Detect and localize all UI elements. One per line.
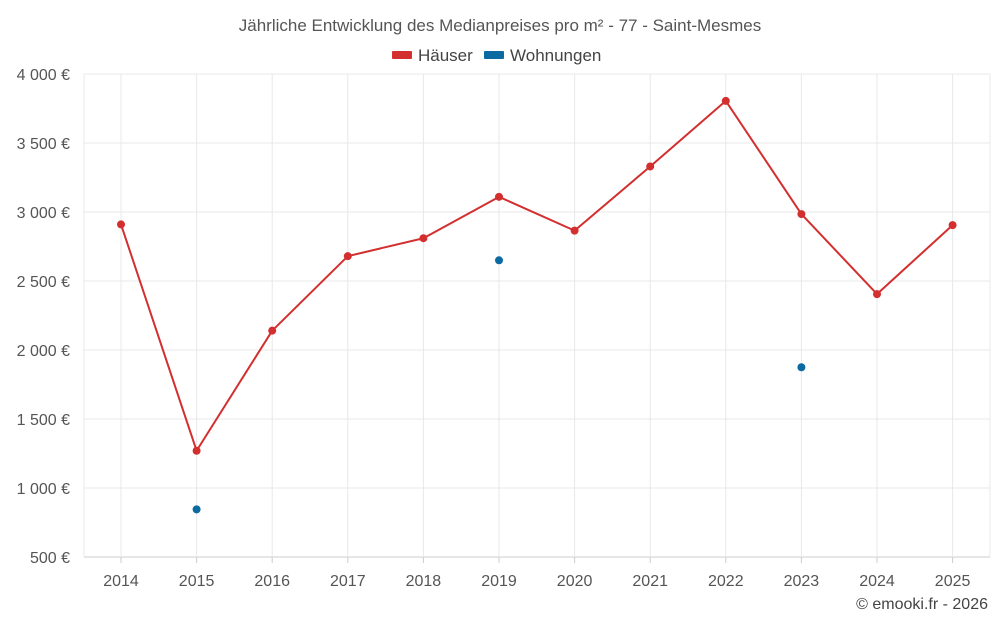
series-line-segment-haeuser xyxy=(498,195,576,232)
credit-text: © emooki.fr - 2026 xyxy=(856,596,988,613)
x-tick-label: 2021 xyxy=(632,573,668,590)
legend-swatch-haeuser xyxy=(392,51,412,59)
data-point-haeuser-2019[interactable] xyxy=(495,192,503,201)
x-tick-label: 2016 xyxy=(254,573,290,590)
data-point-haeuser-2020[interactable] xyxy=(570,226,579,235)
x-tick-label: 2014 xyxy=(103,573,139,590)
series-line-segment-haeuser xyxy=(649,99,727,168)
series-line-segment-haeuser xyxy=(800,213,878,296)
data-point-haeuser-2025[interactable] xyxy=(948,221,957,230)
x-axis: 2014 2015 2016 2017 2018 2019 2020 2021 2022 2023… xyxy=(103,557,970,590)
data-point-haeuser-2017[interactable] xyxy=(343,252,352,261)
x-tick-label: 2025 xyxy=(935,573,971,590)
data-point-haeuser-2021[interactable] xyxy=(646,162,655,171)
data-point-wohnungen-2019[interactable] xyxy=(495,256,503,265)
chart-title: Jährliche Entwicklung des Medianpreises … xyxy=(239,16,761,35)
data-point-haeuser-2014[interactable] xyxy=(117,220,125,229)
legend: Häuser Wohnungen xyxy=(392,46,601,65)
x-tick-label: 2015 xyxy=(179,573,215,590)
data-point-haeuser-2018[interactable] xyxy=(419,234,428,243)
data-point-wohnungen-2015[interactable] xyxy=(192,505,201,514)
data-point-haeuser-2023[interactable] xyxy=(797,210,806,219)
grid xyxy=(83,73,991,558)
y-tick-label: 3 000 € xyxy=(17,205,70,222)
x-tick-label: 2022 xyxy=(708,573,744,590)
y-tick-label: 500 € xyxy=(30,550,70,567)
x-tick-label: 2017 xyxy=(330,573,366,590)
data-point-haeuser-2016[interactable] xyxy=(268,326,277,335)
plot-area xyxy=(117,96,957,514)
series-line-segment-haeuser xyxy=(724,99,803,216)
series-line-segment-haeuser xyxy=(422,195,500,240)
series-line-segment-haeuser xyxy=(573,165,652,232)
data-point-haeuser-2022[interactable] xyxy=(721,96,730,105)
series-line-segment-haeuser xyxy=(271,255,349,332)
legend-item-haeuser[interactable]: Häuser xyxy=(392,46,473,65)
series-line-segment-haeuser xyxy=(195,329,274,452)
series-line-segment-haeuser xyxy=(876,224,954,296)
x-tick-label: 2024 xyxy=(859,573,895,590)
legend-label-haeuser: Häuser xyxy=(418,46,473,65)
y-tick-label: 2 500 € xyxy=(17,274,70,291)
y-tick-label: 2 000 € xyxy=(17,343,70,360)
y-tick-label: 1 000 € xyxy=(17,481,70,498)
data-point-haeuser-2024[interactable] xyxy=(873,290,881,299)
series-line-segment-haeuser xyxy=(346,237,425,258)
legend-swatch-wohnungen xyxy=(484,51,504,59)
series-line-segment-haeuser xyxy=(120,223,198,452)
y-axis: 500 € 1 000 € 1 500 € 2 000 € 2 500 € 3 000 €… xyxy=(17,67,70,567)
legend-item-wohnungen[interactable]: Wohnungen xyxy=(484,46,601,65)
x-tick-label: 2018 xyxy=(406,573,442,590)
x-tick-label: 2020 xyxy=(557,573,593,590)
y-tick-label: 3 500 € xyxy=(17,136,70,153)
x-tick-label: 2023 xyxy=(784,573,820,590)
y-tick-label: 4 000 € xyxy=(17,67,70,84)
y-tick-label: 1 500 € xyxy=(17,412,70,429)
data-point-wohnungen-2023[interactable] xyxy=(797,363,806,372)
legend-label-wohnungen: Wohnungen xyxy=(510,46,601,65)
x-tick-label: 2019 xyxy=(481,573,517,590)
data-point-haeuser-2015[interactable] xyxy=(192,446,201,455)
